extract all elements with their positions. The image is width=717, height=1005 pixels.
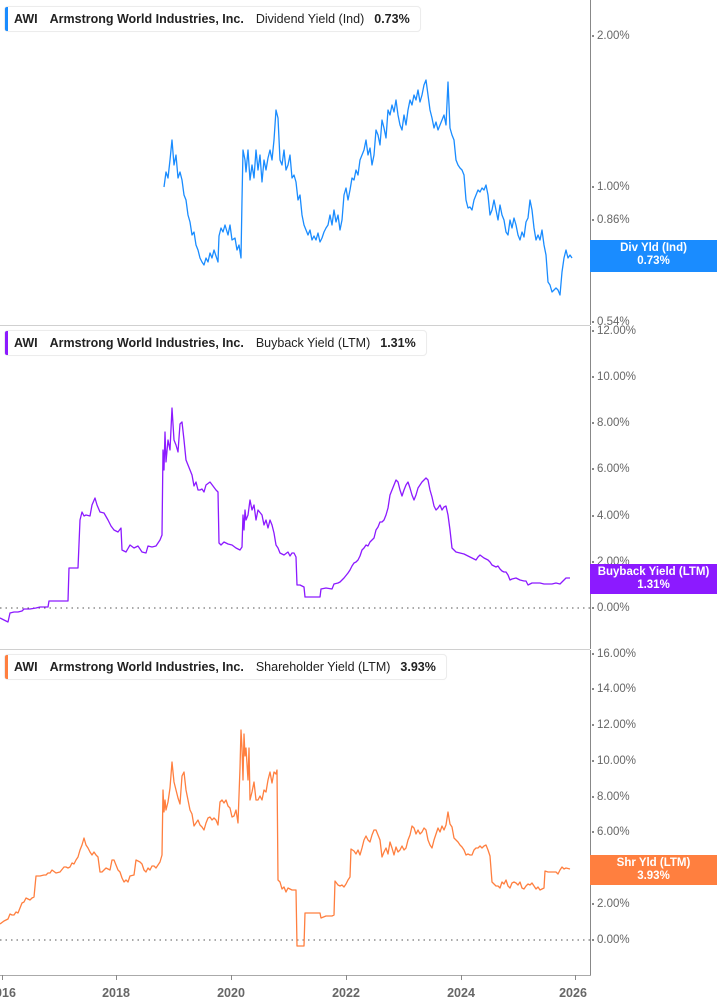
x-tick-mark (231, 975, 232, 980)
tag-value: 1.31% (637, 579, 670, 591)
shareholder-yield-legend: AWI Armstrong World Industries, Inc. Sha… (4, 654, 447, 680)
company-name: Armstrong World Industries, Inc. (49, 12, 244, 26)
dividend-yield-value-tag: Div Yld (Ind) 0.73% (590, 240, 717, 272)
y-tick: 6.00% (592, 463, 630, 475)
y-axis-line (590, 326, 591, 649)
metric-value: 0.73% (374, 12, 410, 26)
x-tick-mark (461, 975, 462, 980)
legend-color-bar (5, 7, 8, 31)
metric-name: Dividend Yield (Ind) (255, 12, 365, 26)
y-tick: 10.00% (591, 371, 637, 383)
shareholder-yield-plot (0, 729, 590, 947)
ticker: AWI (14, 660, 38, 674)
buyback-yield-line (0, 407, 570, 623)
dividend-yield-legend: AWI Armstrong World Industries, Inc. Div… (4, 6, 421, 32)
company-name: Armstrong World Industries, Inc. (49, 660, 244, 674)
y-tick: 6.00% (592, 826, 630, 838)
x-tick-label: 2024 (447, 986, 475, 1000)
legend-color-bar (5, 331, 8, 355)
y-tick: 0.86% (592, 214, 630, 226)
y-tick: 12.00% (591, 719, 637, 731)
y-tick: 4.00% (592, 510, 630, 522)
y-tick: 16.00% (591, 648, 637, 660)
y-tick: 14.00% (591, 683, 637, 695)
panel-divider (0, 649, 590, 650)
y-tick: 0.00% (592, 602, 630, 614)
y-tick: 0.54% (592, 316, 630, 328)
y-tick: 2.00% (592, 30, 630, 42)
dividend-yield-plot (163, 79, 573, 296)
tag-value: 0.73% (637, 255, 670, 267)
x-tick-label: 2026 (559, 986, 587, 1000)
x-tick-label: 2016 (0, 986, 16, 1000)
y-axis-line (590, 0, 591, 325)
ticker: AWI (14, 12, 38, 26)
tag-value: 3.93% (637, 870, 670, 882)
y-tick: 0.00% (592, 934, 630, 946)
tag-label: Div Yld (Ind) (620, 242, 687, 254)
tag-label: Buyback Yield (LTM) (597, 566, 710, 578)
shareholder-yield-value-tag: Shr Yld (LTM) 3.93% (590, 855, 717, 885)
x-tick-mark (575, 975, 576, 980)
shareholder-yield-line (0, 729, 571, 947)
metric-value: 1.31% (380, 336, 416, 350)
x-tick-label: 2020 (217, 986, 245, 1000)
y-tick: 8.00% (592, 417, 630, 429)
metric-name: Buyback Yield (LTM) (255, 336, 371, 350)
y-axis-line (590, 650, 591, 976)
buyback-yield-value-tag: Buyback Yield (LTM) 1.31% (590, 564, 717, 594)
buyback-yield-legend: AWI Armstrong World Industries, Inc. Buy… (4, 330, 427, 356)
dividend-yield-line (163, 79, 573, 296)
buyback-yield-plot (0, 407, 590, 623)
y-tick: 1.00% (592, 181, 630, 193)
dividend-yield-panel: AWI Armstrong World Industries, Inc. Div… (0, 0, 717, 328)
company-name: Armstrong World Industries, Inc. (49, 336, 244, 350)
shareholder-yield-panel: AWI Armstrong World Industries, Inc. Sha… (0, 648, 717, 976)
legend-color-bar (5, 655, 8, 679)
x-tick-mark (116, 975, 117, 980)
x-axis-line (0, 975, 591, 976)
x-tick-mark (2, 975, 3, 980)
y-tick: 2.00% (592, 898, 630, 910)
y-tick: 10.00% (591, 755, 637, 767)
x-tick-label: 2022 (332, 986, 360, 1000)
y-tick: 8.00% (592, 791, 630, 803)
x-tick-label: 2018 (102, 986, 130, 1000)
tag-label: Shr Yld (LTM) (616, 857, 691, 869)
panel-divider (0, 325, 590, 326)
metric-name: Shareholder Yield (LTM) (255, 660, 391, 674)
y-tick: 12.00% (591, 325, 637, 337)
ticker: AWI (14, 336, 38, 350)
buyback-yield-panel: AWI Armstrong World Industries, Inc. Buy… (0, 325, 717, 649)
x-tick-mark (346, 975, 347, 980)
metric-value: 3.93% (400, 660, 436, 674)
